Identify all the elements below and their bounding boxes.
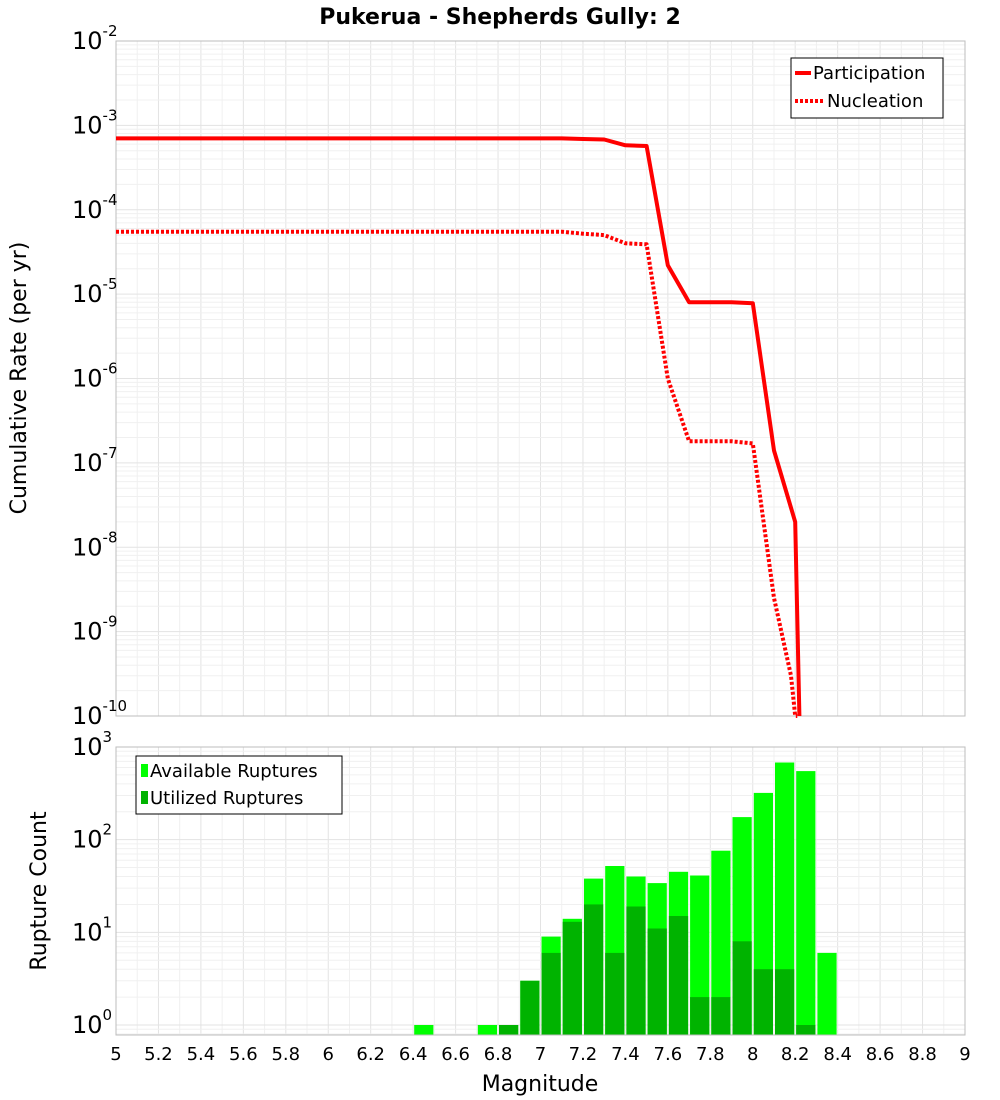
- count-y-ticks: 103 102 101 100: [72, 728, 112, 1039]
- bar-available: [690, 875, 710, 1035]
- count-bars: [414, 762, 837, 1035]
- x-tick-label: 6: [323, 1044, 334, 1065]
- x-tick-label: 8.8: [908, 1044, 937, 1065]
- bar-available: [711, 850, 731, 1035]
- x-tick-label: 7.4: [611, 1044, 640, 1065]
- bar-utilized: [775, 969, 795, 1035]
- legend-swatch-available: [141, 764, 148, 777]
- y-tick-label: 10-7: [72, 444, 118, 477]
- y-tick-label: 102: [72, 821, 112, 854]
- bar-available: [414, 1025, 434, 1035]
- y-tick-label: 10-5: [72, 275, 118, 308]
- y-tick-label: 103: [72, 728, 112, 761]
- legend-label-utilized: Utilized Ruptures: [150, 788, 303, 809]
- y-tick-label: 10-2: [72, 22, 118, 55]
- legend-swatch-utilized: [141, 791, 148, 804]
- rate-legend-box: [790, 57, 944, 119]
- x-tick-label: 8.4: [823, 1044, 852, 1065]
- rate-plot-frame: [115, 40, 966, 717]
- bar-utilized: [732, 941, 752, 1035]
- rate-lines: [116, 136, 802, 718]
- y-tick-label: 10-4: [72, 191, 118, 224]
- bar-utilized: [626, 906, 646, 1035]
- x-tick-label: 5.4: [187, 1044, 216, 1065]
- legend-label-nucleation: Nucleation: [827, 91, 923, 112]
- bar-utilized: [584, 904, 604, 1035]
- x-tick-label: 5.6: [229, 1044, 258, 1065]
- x-tick-label: 7.8: [696, 1044, 725, 1065]
- y-tick-label: 10-8: [72, 528, 118, 561]
- legend-label-participation: Participation: [813, 63, 925, 84]
- x-tick-label: 8.6: [866, 1044, 895, 1065]
- x-ticks: 5 5.2 5.4 5.6 5.8 6 6.2 6.4 6.6 6.8 7 7.2 7.4 7.6 7.8 8…: [110, 1044, 970, 1065]
- y-tick-label: 10-9: [72, 613, 118, 646]
- legend-label-available: Available Ruptures: [150, 761, 318, 782]
- bar-available: [477, 1025, 497, 1035]
- chart-title: Pukerua - Shepherds Gully: 2: [319, 5, 681, 30]
- rate-y-ticks: 10-2 10-3 10-4 10-5 10-6 10-7 10-8 10-9 10-10: [72, 22, 127, 730]
- count-legend-box: [135, 755, 343, 815]
- x-axis-label: Magnitude: [482, 1072, 599, 1097]
- bar-utilized: [562, 921, 582, 1035]
- x-tick-label: 5: [110, 1044, 121, 1065]
- bar-utilized: [499, 1025, 519, 1035]
- rate-legend: Participation Nucleation: [790, 57, 944, 119]
- y-tick-label: 100: [72, 1006, 112, 1039]
- bar-utilized: [690, 997, 710, 1035]
- x-tick-label: 7.6: [654, 1044, 683, 1065]
- y-tick-label: 10-6: [72, 360, 118, 393]
- rate-panel: 10-2 10-3 10-4 10-5 10-6 10-7 10-8 10-9 10-10 Cu…: [7, 22, 966, 730]
- rate-y-axis-label: Cumulative Rate (per yr): [7, 242, 32, 515]
- bar-utilized: [647, 928, 667, 1035]
- x-tick-label: 5.2: [144, 1044, 173, 1065]
- bar-utilized: [668, 916, 689, 1035]
- x-tick-label: 8.2: [781, 1044, 810, 1065]
- bar-utilized: [605, 952, 625, 1035]
- bar-utilized: [796, 1025, 816, 1035]
- bar-utilized: [520, 980, 540, 1035]
- x-tick-label: 9: [959, 1044, 970, 1065]
- y-tick-label: 10-10: [72, 697, 127, 730]
- x-tick-label: 6.6: [441, 1044, 470, 1065]
- count-panel: 103 102 101 100 5 5.2 5.4 5.6 5.8 6 6.2 6.4 6.6 6.8 7…: [27, 728, 971, 1097]
- series-line-nucleation: [116, 229, 798, 718]
- count-y-axis-label: Rupture Count: [27, 811, 52, 971]
- x-tick-label: 7.2: [569, 1044, 598, 1065]
- x-tick-label: 6.4: [399, 1044, 428, 1065]
- bar-utilized: [541, 952, 561, 1035]
- bar-available: [817, 952, 837, 1035]
- bar-utilized: [711, 997, 731, 1035]
- count-legend: Available Ruptures Utilized Ruptures: [135, 755, 343, 815]
- bar-available: [796, 771, 816, 1035]
- bar-utilized: [753, 969, 773, 1035]
- bar-available: [775, 762, 795, 1035]
- series-line-participation: [116, 136, 802, 717]
- x-tick-label: 7: [535, 1044, 546, 1065]
- x-tick-label: 8: [747, 1044, 758, 1065]
- y-tick-label: 10-3: [72, 106, 118, 139]
- x-tick-label: 6.2: [356, 1044, 385, 1065]
- x-tick-label: 5.8: [271, 1044, 300, 1065]
- count-plot-frame: [115, 746, 966, 1036]
- x-tick-label: 6.8: [484, 1044, 513, 1065]
- y-tick-label: 101: [72, 913, 112, 946]
- rate-grid: [115, 41, 966, 717]
